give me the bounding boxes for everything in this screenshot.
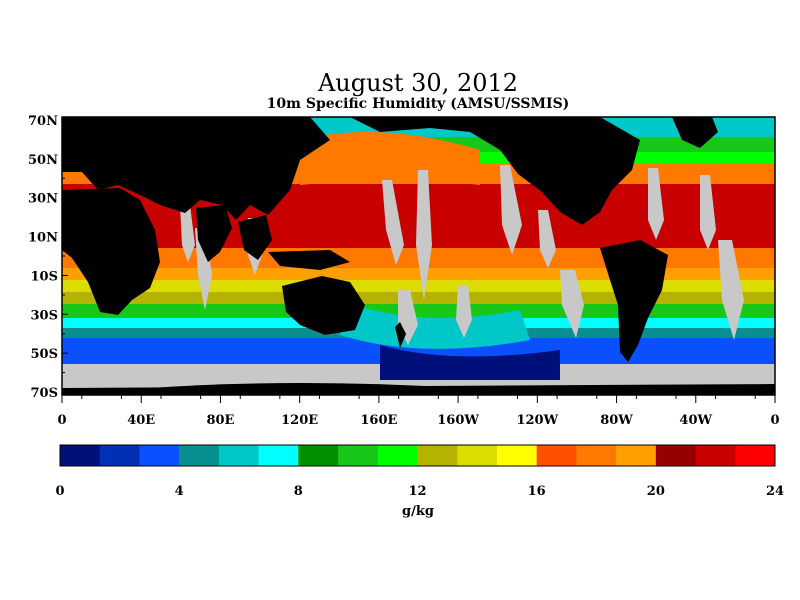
colorbar-label: 0 bbox=[55, 484, 64, 499]
colorbar-swatch bbox=[218, 445, 260, 466]
colorbar: 0 4 8 12 16 20 24 bbox=[55, 444, 784, 499]
lon-label: 0 bbox=[770, 413, 779, 428]
colorbar-frame bbox=[59, 444, 776, 467]
map-subtitle: 10m Specific Humidity (AMSU/SSMIS) bbox=[267, 96, 570, 112]
colorbar-label: 8 bbox=[294, 484, 303, 499]
land-masses bbox=[62, 117, 775, 395]
map-title: August 30, 2012 bbox=[317, 69, 518, 97]
colorbar-swatch bbox=[616, 445, 657, 466]
colorbar-swatch bbox=[496, 445, 538, 466]
lat-label: 10N bbox=[28, 231, 58, 246]
colorbar-swatch bbox=[139, 445, 180, 466]
lat-label: 30N bbox=[28, 192, 58, 207]
swath-gap bbox=[538, 210, 556, 268]
humidity-map bbox=[61, 116, 776, 396]
lon-label: 0 bbox=[57, 413, 66, 428]
colorbar-label: 12 bbox=[408, 484, 426, 499]
colorbar-label: 4 bbox=[175, 484, 184, 499]
land-australia bbox=[282, 276, 365, 335]
colorbar-label: 20 bbox=[647, 484, 665, 499]
region-south-pacific-cool bbox=[340, 300, 530, 349]
band-south-subtropics bbox=[62, 268, 775, 280]
land-south-america bbox=[600, 240, 668, 362]
lat-label: 70N bbox=[28, 114, 58, 129]
swath-gap bbox=[382, 180, 404, 265]
colorbar-swatch bbox=[258, 445, 299, 466]
colorbar-swatch bbox=[536, 445, 577, 466]
swath-gap bbox=[416, 170, 432, 300]
colorbar-swatch bbox=[695, 445, 736, 466]
lon-label: 80W bbox=[600, 413, 633, 428]
swath-gap bbox=[456, 285, 472, 338]
lat-label: 50N bbox=[28, 153, 58, 168]
swath-gap bbox=[700, 175, 716, 250]
lon-label: 120E bbox=[281, 413, 318, 428]
land-eurasia-north bbox=[62, 117, 330, 220]
colorbar-swatch bbox=[457, 445, 498, 466]
colorbar-swatch bbox=[298, 445, 339, 466]
land-antarctica-coast bbox=[150, 383, 460, 395]
swath-gap bbox=[180, 205, 195, 262]
region-southern-dark bbox=[380, 345, 560, 380]
land-north-america bbox=[350, 117, 640, 225]
colorbar-unit-label: g/kg bbox=[402, 504, 434, 519]
swath-gap bbox=[560, 270, 584, 338]
lat-label: 50S bbox=[31, 347, 58, 362]
satellite-swath-gaps bbox=[180, 165, 744, 345]
region-north-pacific-warm bbox=[300, 132, 480, 185]
swath-gap bbox=[648, 168, 664, 240]
colorbar-swatch bbox=[60, 445, 101, 466]
latitude-axis: 70N 50N 30N 10N 10S 30S 50S 70S bbox=[28, 114, 68, 401]
longitude-axis: 0 40E 80E 120E 160E 160W 120W 80W 40W 0 bbox=[57, 395, 780, 428]
swath-gap bbox=[500, 165, 522, 255]
lon-label: 40W bbox=[679, 413, 712, 428]
lon-label: 80E bbox=[206, 413, 234, 428]
colorbar-swatch bbox=[576, 445, 617, 466]
land-indonesia bbox=[268, 250, 350, 270]
lon-label: 160W bbox=[437, 413, 479, 428]
band-south-yellow bbox=[62, 280, 775, 292]
lon-label: 40E bbox=[127, 413, 155, 428]
colorbar-swatch bbox=[338, 445, 379, 466]
colorbar-swatch bbox=[377, 445, 418, 466]
lon-label: 160E bbox=[360, 413, 397, 428]
lon-label: 120W bbox=[516, 413, 558, 428]
land-africa bbox=[62, 188, 160, 315]
colorbar-swatch bbox=[179, 445, 220, 466]
land-greenland bbox=[672, 117, 718, 148]
lat-label: 10S bbox=[31, 269, 58, 284]
band-south-temperate bbox=[62, 304, 775, 318]
band-south-olive bbox=[62, 292, 775, 304]
lat-label: 30S bbox=[31, 308, 58, 323]
land-new-zealand bbox=[395, 322, 406, 348]
lat-label: 70S bbox=[31, 386, 58, 401]
swath-gap bbox=[718, 240, 744, 340]
colorbar-swatch bbox=[99, 445, 140, 466]
colorbar-swatch bbox=[735, 445, 776, 466]
colorbar-swatch bbox=[417, 445, 458, 466]
land-indochina bbox=[238, 215, 272, 260]
colorbar-label: 16 bbox=[528, 484, 546, 499]
land-india bbox=[196, 205, 232, 262]
colorbar-label: 24 bbox=[766, 484, 784, 499]
colorbar-swatch bbox=[655, 445, 697, 466]
